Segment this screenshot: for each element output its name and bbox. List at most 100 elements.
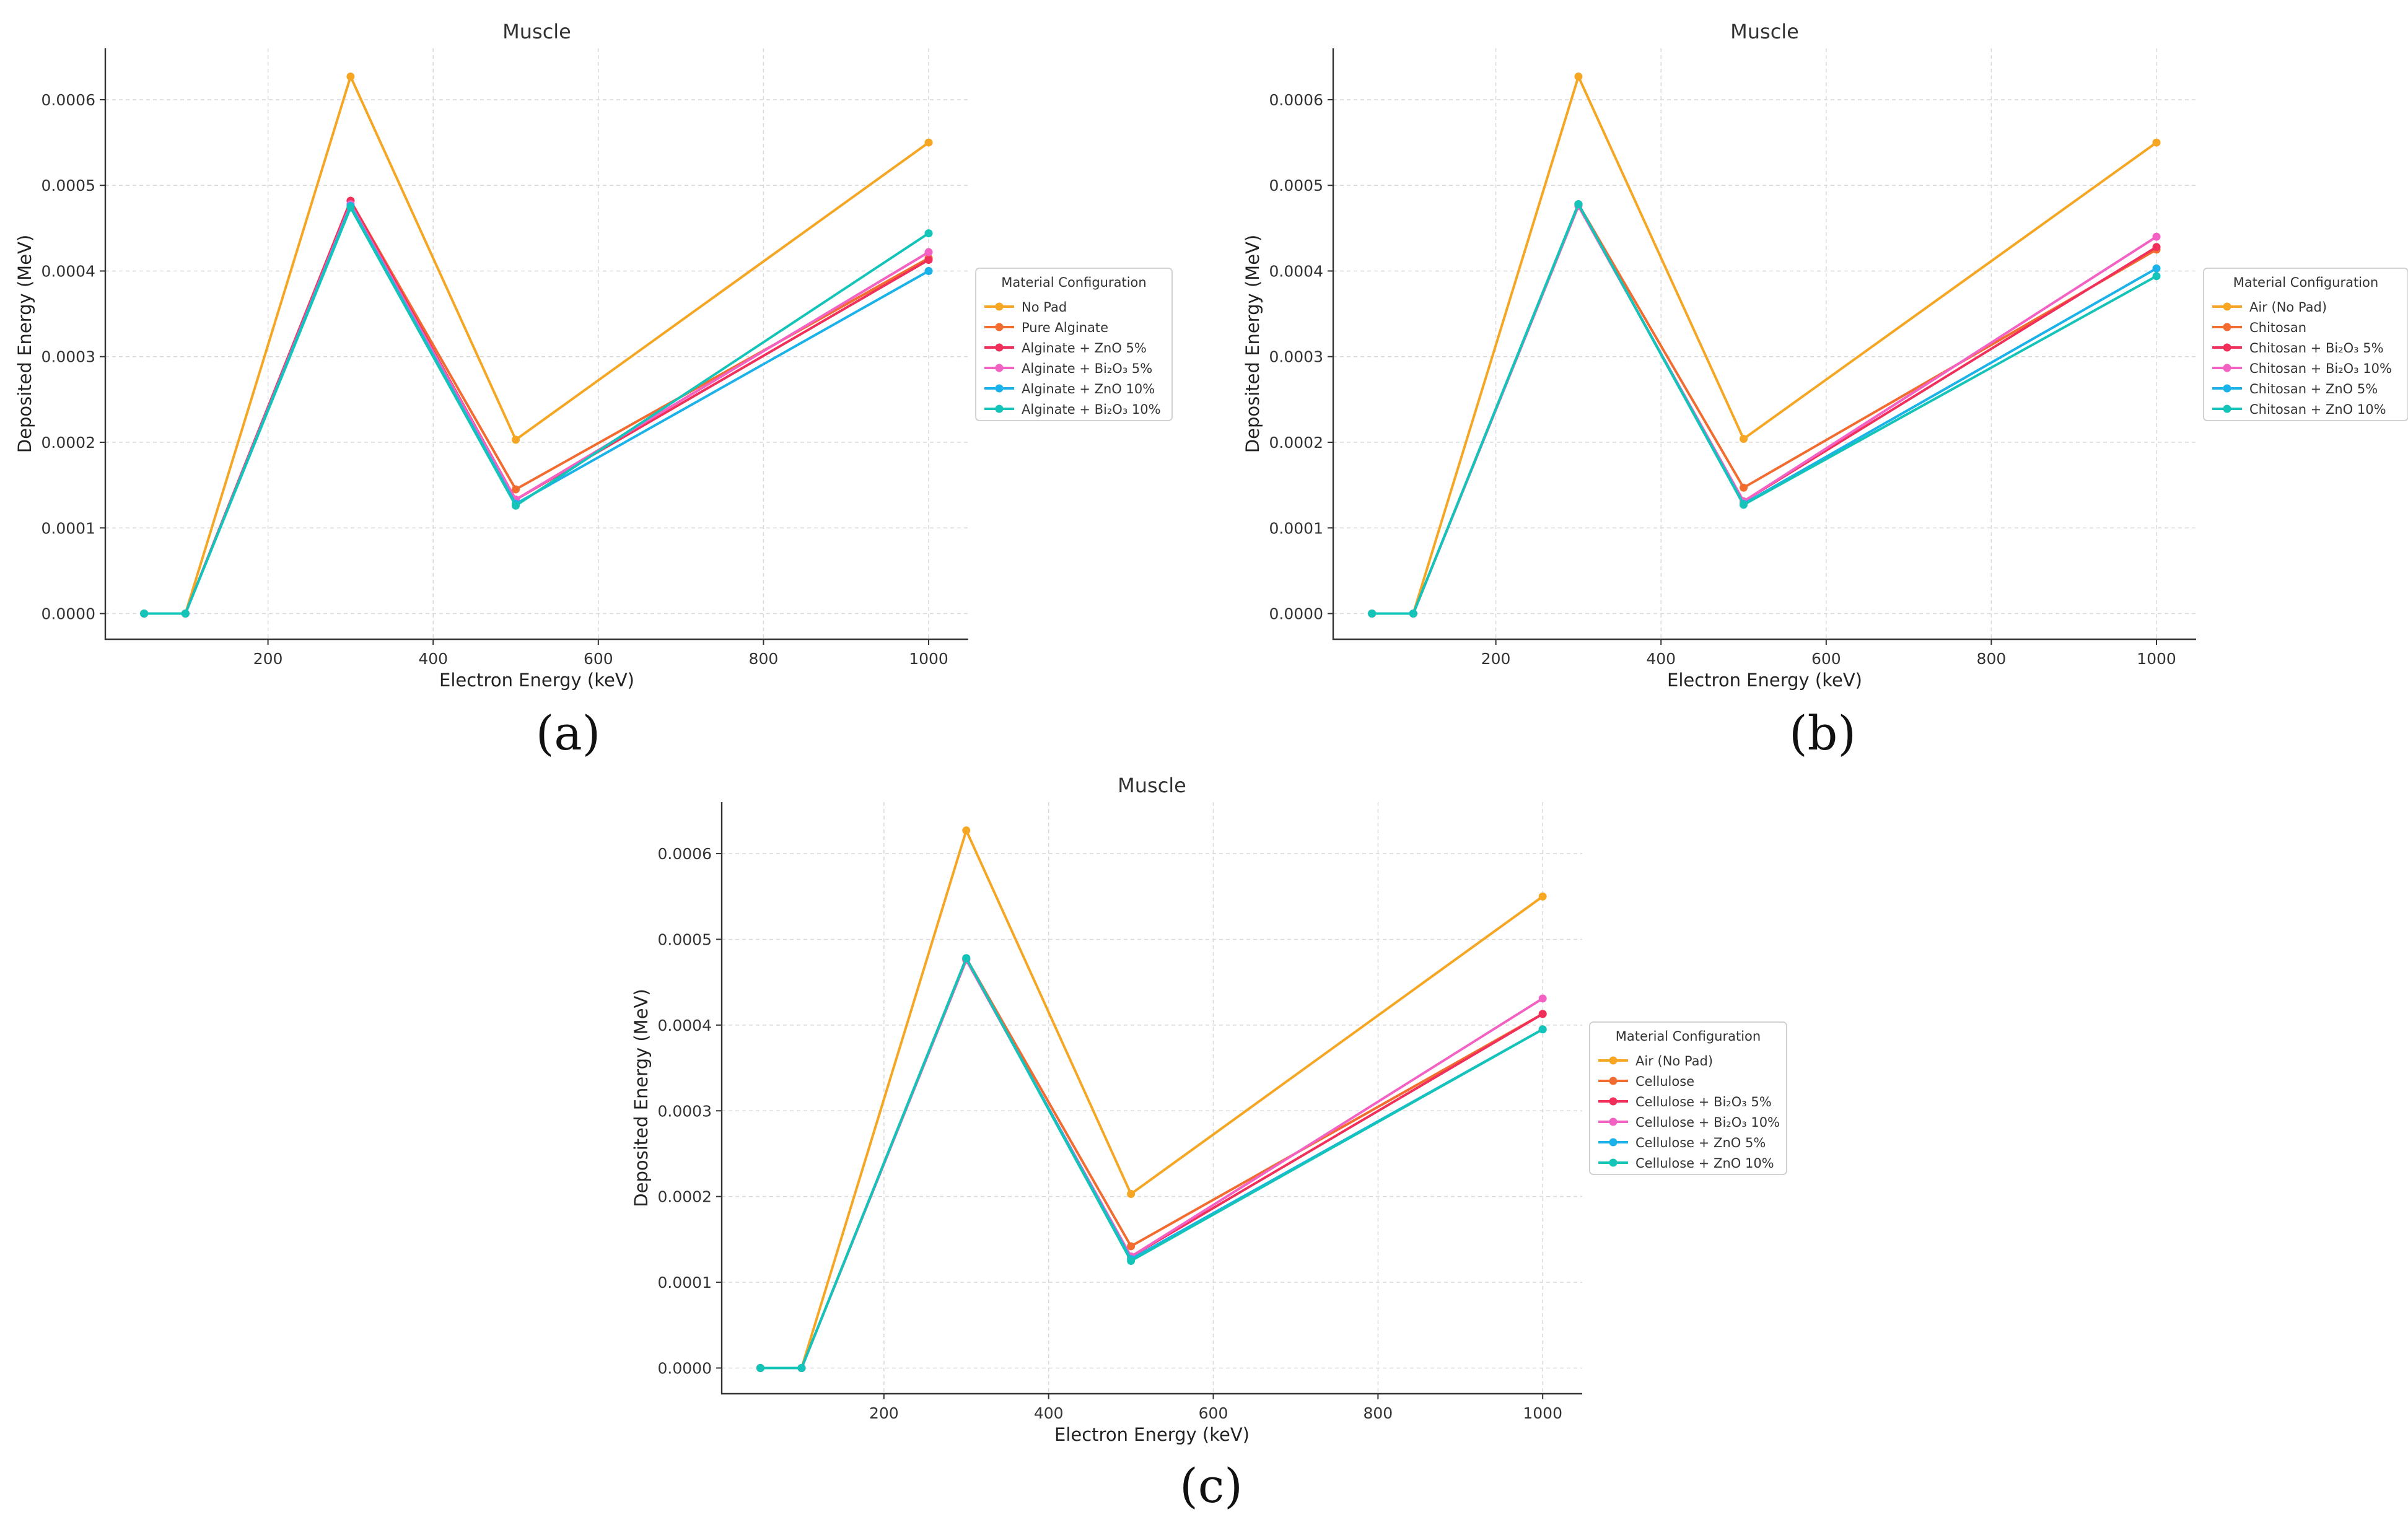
y-tick-label: 0.0004 (42, 262, 95, 280)
legend-swatch-marker (1609, 1158, 1618, 1167)
series-line (760, 958, 1544, 1370)
y-tick-label: 0.0002 (42, 434, 95, 452)
legend-swatch-marker (995, 302, 1004, 311)
y-tick-label: 0.0001 (658, 1274, 712, 1292)
legend-label: Chitosan + Bi₂O₃ 5% (2249, 341, 2384, 356)
legend-swatch-marker (995, 404, 1004, 413)
legend-label: Cellulose + Bi₂O₃ 5% (1635, 1095, 1772, 1109)
legend-swatch-marker (2223, 364, 2231, 372)
legend-swatch-marker (2223, 404, 2231, 413)
y-axis-label: Deposited Energy (MeV) (14, 235, 35, 453)
series-line (760, 956, 1544, 1370)
x-axis-label: Electron Energy (keV) (1667, 670, 1862, 691)
legend-swatch-marker (1609, 1138, 1618, 1147)
y-tick-label: 0.0005 (1269, 177, 1323, 195)
data-point (797, 1363, 806, 1372)
y-tick-label: 0.0005 (658, 930, 712, 948)
x-axis-label: Electron Energy (keV) (439, 670, 634, 691)
legend-swatch-marker (2223, 343, 2231, 352)
series-line (144, 75, 930, 615)
series-line (144, 199, 930, 615)
y-tick-label: 0.0003 (42, 348, 95, 366)
data-point (1538, 1025, 1547, 1034)
data-point (1574, 72, 1583, 81)
x-tick-label: 600 (1811, 650, 1841, 668)
data-point (1368, 610, 1377, 618)
legend-box (2203, 268, 2408, 421)
series-line (1372, 204, 2158, 615)
y-tick-label: 0.0002 (1269, 434, 1323, 452)
legend-swatch-marker (1609, 1077, 1618, 1085)
legend-title: Material Configuration (1616, 1029, 1761, 1044)
data-point (1740, 483, 1748, 492)
x-tick-label: 400 (418, 650, 448, 668)
chart-title: Muscle (1730, 20, 1799, 43)
series-line (1372, 203, 2157, 615)
chart-panel-2: 200 400 600 800 1000 0.0000 0.0001 0.0002 0.0003… (631, 774, 1787, 1513)
y-tick-label: 0.0004 (658, 1016, 712, 1034)
y-tick-label: 0.0003 (1269, 348, 1323, 366)
y-tick-label: 0.0001 (42, 519, 95, 537)
data-point (962, 954, 971, 963)
legend-label: Chitosan + ZnO 5% (2249, 382, 2378, 396)
axis-spines (1332, 48, 2196, 640)
y-tick-label: 0.0006 (1269, 91, 1323, 109)
y-axis-label: Deposited Energy (MeV) (631, 989, 652, 1207)
series-line (760, 829, 1544, 1370)
legend-box (1589, 1021, 1787, 1175)
legend-label: Cellulose + Bi₂O₃ 10% (1635, 1115, 1780, 1130)
y-axis-label: Deposited Energy (MeV) (1242, 235, 1263, 453)
x-tick-label: 1000 (2137, 650, 2176, 668)
x-tick-label: 600 (584, 650, 613, 668)
y-tick-label: 0.0003 (658, 1102, 712, 1120)
y-tick-label: 0.0001 (1269, 519, 1323, 537)
series-line (1372, 75, 2158, 615)
data-point (2152, 272, 2161, 281)
legend-label: Chitosan (2249, 320, 2306, 335)
data-point (924, 138, 933, 147)
x-tick-label: 1000 (1523, 1404, 1562, 1422)
data-point (962, 826, 971, 835)
data-point (924, 256, 933, 264)
data-point (512, 435, 520, 444)
x-tick-label: 200 (869, 1404, 899, 1422)
legend-label: Cellulose (1635, 1074, 1694, 1089)
y-tick-label: 0.0006 (42, 91, 95, 109)
chart-title: Muscle (502, 20, 571, 43)
data-point (924, 248, 933, 256)
series-line (144, 199, 929, 615)
data-point (346, 203, 355, 212)
axis-spines (104, 48, 968, 640)
data-point (1740, 501, 1748, 509)
series-line (1372, 204, 2158, 615)
legend-label: Chitosan + Bi₂O₃ 10% (2249, 361, 2392, 376)
x-tick-label: 400 (1646, 650, 1676, 668)
y-tick-label: 0.0000 (42, 605, 95, 623)
data-point (1740, 434, 1748, 443)
data-point (181, 610, 190, 618)
legend-label: Air (No Pad) (2249, 300, 2327, 315)
data-point (924, 266, 933, 275)
data-point (346, 72, 355, 81)
data-point (2152, 243, 2161, 251)
chart-panel-0: 200 400 600 800 1000 0.0000 0.0001 0.0002 0.0003… (14, 20, 1173, 761)
legend: Material Configuration Air (No Pad) Cellul… (1589, 1021, 1787, 1175)
data-point (512, 485, 520, 494)
x-tick-label: 400 (1034, 1404, 1064, 1422)
data-point (1538, 1010, 1547, 1018)
legend: Material Configuration Air (No Pad) Chitos… (2203, 268, 2408, 421)
data-point (1127, 1190, 1136, 1199)
x-axis-label: Electron Energy (keV) (1054, 1424, 1250, 1445)
legend-label: Alginate + ZnO 10% (1022, 382, 1155, 396)
data-point (2152, 232, 2161, 241)
series-line (1372, 203, 2157, 615)
legend-label: No Pad (1022, 300, 1067, 315)
y-tick-label: 0.0005 (42, 177, 95, 195)
legend-box (975, 268, 1173, 421)
legend-label: Chitosan + ZnO 10% (2249, 402, 2386, 417)
axis-spines (720, 802, 1582, 1395)
y-tick-label: 0.0000 (1269, 605, 1323, 623)
data-point (1127, 1256, 1136, 1265)
series-line (144, 203, 930, 615)
